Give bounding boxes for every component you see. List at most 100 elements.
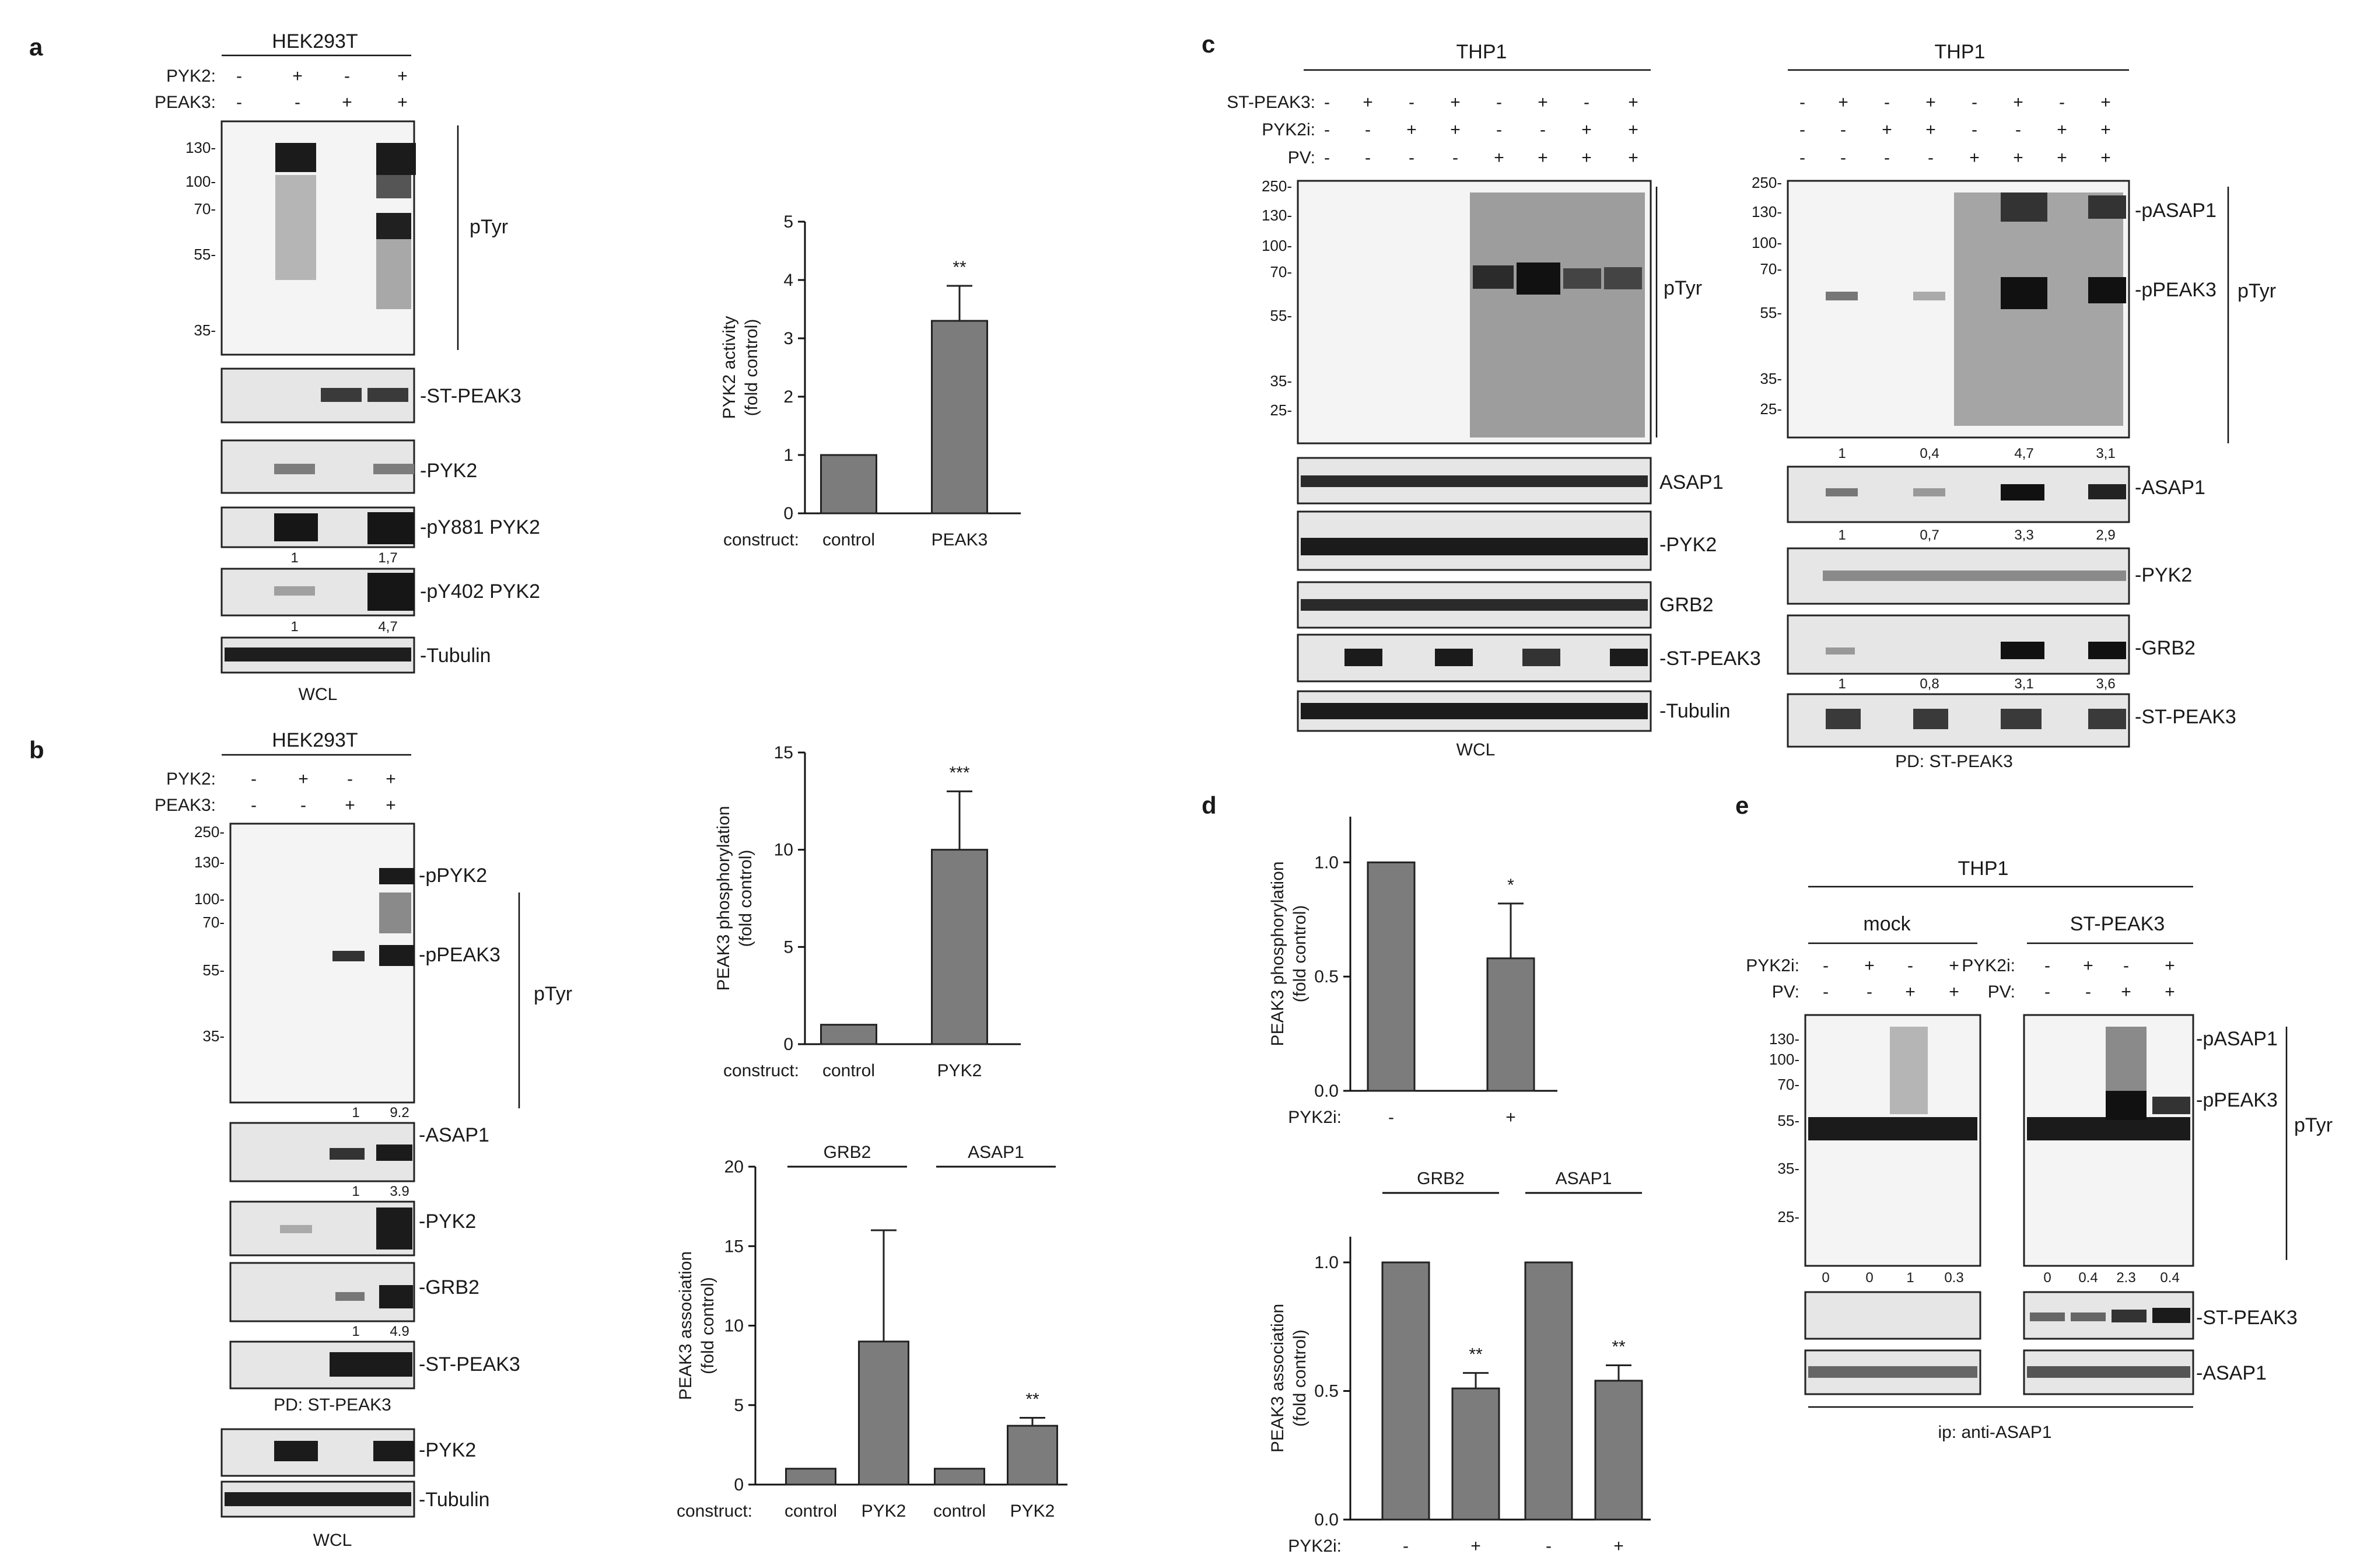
smear (379, 892, 411, 933)
lane-sign: - (1409, 93, 1414, 112)
panel-b-footer: WCL (313, 1531, 352, 1550)
significance-marker: ** (1469, 1345, 1483, 1364)
panel-e-mw-markers: 130- 100- 70- 55- 35- 25- (1769, 1030, 1799, 1226)
lane-sign: - (1799, 120, 1805, 139)
lane-sign: - (1867, 982, 1872, 1002)
panel-b-ptyr-label: pTyr (534, 983, 572, 1005)
quant-value: 3,1 (2096, 446, 2115, 461)
lane-sign: + (1538, 148, 1548, 167)
lane-sign: + (1363, 93, 1373, 112)
lane-sign: + (342, 93, 352, 112)
bar (785, 1468, 836, 1486)
panel-c-label: c (1202, 30, 1215, 58)
lane-sign: + (2013, 148, 2023, 167)
panel-c-ppeak3-label: -pPEAK3 (2135, 279, 2217, 301)
lane-sign: - (1823, 956, 1829, 975)
mw-marker: 130- (194, 853, 225, 871)
band (2001, 642, 2044, 659)
bar (820, 454, 877, 514)
band (2001, 709, 2042, 729)
band (1823, 570, 2126, 581)
y-tick-label: 1.0 (1314, 1253, 1339, 1272)
quant-value: 1 (1838, 527, 1846, 543)
quant-value: 1,7 (378, 550, 397, 566)
bar (1594, 1380, 1643, 1521)
lane-sign: - (1972, 93, 1977, 112)
significance-marker: ** (1025, 1390, 1039, 1409)
band (2088, 484, 2126, 499)
x-tick-label: + (1470, 1536, 1481, 1556)
panel-e-mock-st-peak3-blot (1804, 1291, 1981, 1340)
lane-sign: + (1864, 956, 1875, 975)
quant-value: 1 (1838, 446, 1846, 461)
band (1604, 267, 1642, 289)
mw-marker: 250- (1262, 177, 1292, 195)
lane-sign: + (1450, 93, 1461, 112)
lane-sign: + (2100, 148, 2111, 167)
panel-b-cell-line: HEK293T (272, 729, 358, 751)
mw-marker: 70- (1270, 263, 1292, 281)
band (2027, 1366, 2190, 1378)
band (376, 1208, 412, 1250)
lane-sign: - (1365, 148, 1371, 167)
band (1808, 1366, 1977, 1378)
group-label: ASAP1 (1556, 1169, 1612, 1188)
quant-value: 4.9 (390, 1324, 409, 1339)
band (280, 1225, 312, 1233)
mw-marker: 55- (1270, 307, 1292, 324)
mw-marker: 55- (194, 246, 216, 263)
panel-c-left-lane-signs: - + - + - + - + - - + + - - + + - - - - + + + + (1324, 93, 1638, 167)
panel-e-cell-line: THP1 (1958, 858, 2009, 880)
panel-e-ptyr-label: pTyr (2294, 1114, 2333, 1136)
band (2088, 277, 2126, 303)
lane-sign: - (1884, 148, 1890, 167)
band (1808, 1117, 1977, 1140)
panel-d-label: d (1202, 792, 1217, 819)
y-axis-label: (fold control) (736, 850, 755, 947)
panel-c-left-pyk2-label: -PYK2 (1659, 534, 1717, 556)
lane-sign: - (1840, 120, 1846, 139)
lane-sign: + (397, 93, 408, 112)
lane-sign: - (300, 796, 306, 815)
y-tick-label: 0 (734, 1475, 744, 1494)
y-tick-label: 5 (783, 212, 793, 232)
band (1301, 599, 1648, 611)
mw-marker: 25- (1760, 400, 1782, 418)
band (379, 1285, 413, 1308)
mw-marker: 35- (1777, 1160, 1799, 1177)
band (1913, 488, 1945, 496)
band (376, 143, 416, 175)
mw-marker: 250- (1752, 174, 1782, 191)
band (2071, 1312, 2106, 1321)
bar (820, 1024, 877, 1045)
y-axis-label: (fold control) (742, 319, 761, 416)
lane-sign: + (386, 769, 396, 789)
panel-e-quant-mock: 0 0 1 0.3 (1822, 1270, 1963, 1286)
x-tick-label: control (822, 530, 875, 550)
band (1517, 262, 1560, 295)
band (373, 464, 414, 474)
smear (275, 175, 316, 280)
y-tick-label: 2 (783, 387, 793, 407)
mw-marker: 70- (1777, 1076, 1799, 1093)
panel-a-label: a (29, 33, 43, 61)
x-axis-label: PYK2i: (1288, 1536, 1342, 1556)
y-tick-label: 20 (724, 1157, 744, 1177)
bar (1381, 1261, 1430, 1521)
mw-marker: 25- (1777, 1208, 1799, 1226)
y-axis-label: (fold control) (1290, 905, 1309, 1003)
y-tick-label: 4 (783, 271, 793, 290)
lane-sign: - (1496, 93, 1502, 112)
lane-sign: + (2165, 956, 2175, 975)
bar (1367, 861, 1416, 1092)
significance-marker: * (1507, 876, 1514, 895)
bar (931, 320, 988, 514)
mw-marker: 100- (1769, 1051, 1799, 1068)
y-axis-label: PYK2 activity (720, 316, 739, 419)
smear (376, 239, 411, 309)
lane-sign: - (1884, 93, 1890, 112)
y-tick-label: 1 (783, 446, 793, 465)
band (1563, 268, 1601, 289)
panel-c-row-label-2: PYK2i: (1262, 120, 1315, 139)
panel-b-ppyk2-label: -pPYK2 (419, 864, 487, 887)
